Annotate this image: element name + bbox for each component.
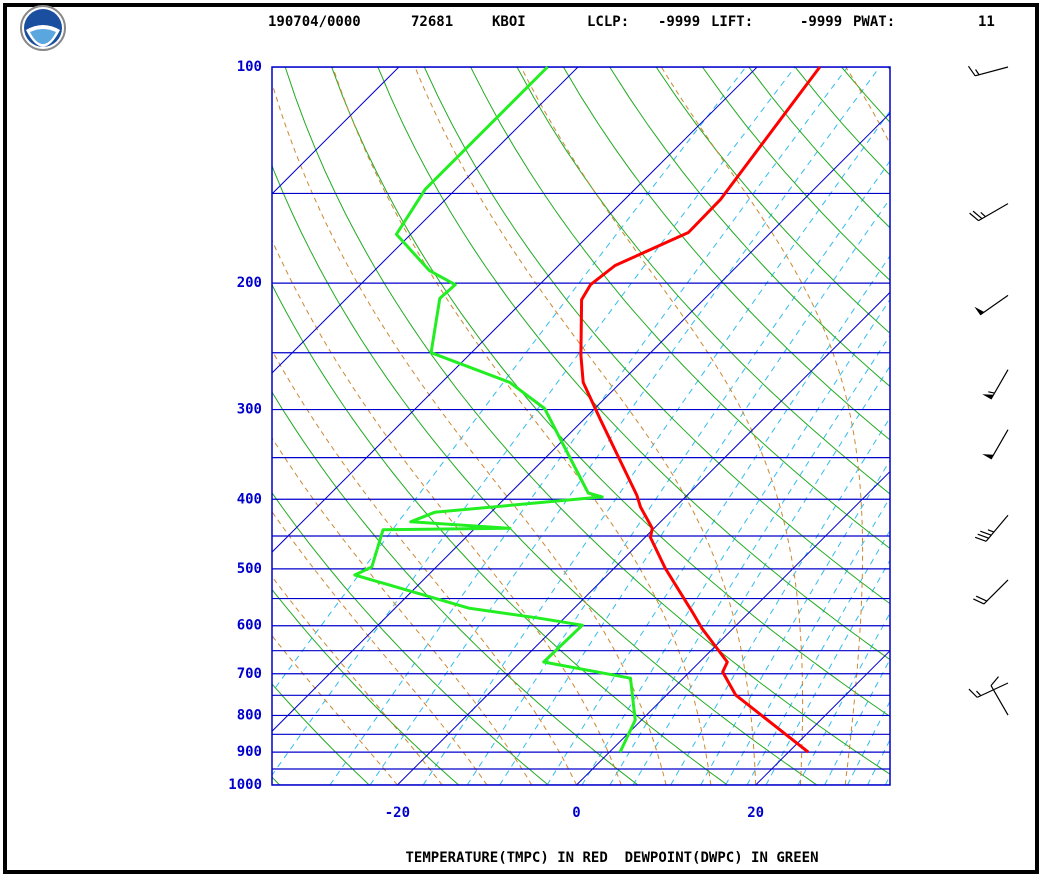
barb-half (988, 391, 995, 394)
y-tick-label: 300 (237, 402, 262, 418)
barb-full (974, 536, 987, 542)
index-value: -9999 (800, 14, 842, 30)
wind-barb (990, 676, 1009, 716)
profile-line (579, 66, 822, 754)
grid-line (755, 649, 890, 785)
barb-full (969, 212, 979, 222)
y-tick-label: 200 (237, 275, 262, 291)
barb-full (975, 595, 988, 602)
y-tick-label: 700 (237, 666, 262, 682)
grid-line (576, 470, 890, 785)
isotherm (272, 67, 758, 553)
index-label: LCLP: (587, 14, 629, 30)
plot-border (271, 66, 891, 786)
wind-barb (969, 203, 1009, 222)
x-axis-label: TEMPERATURE(TMPC) IN RED DEWPOINT(DWPC) … (405, 850, 818, 866)
y-tick-label: 800 (237, 707, 262, 723)
barb-half (980, 212, 986, 218)
y-tick-label: 100 (237, 59, 262, 75)
y-tick-label: 900 (237, 744, 262, 760)
barb-half (976, 690, 982, 697)
index-value: -9999 (658, 14, 700, 30)
header-station-number: 72681 (411, 14, 453, 30)
barb-full (967, 65, 976, 77)
index-value: 11 (978, 14, 995, 30)
foreground: 100 200 300 400 500 600 700 800 900 1000 -20 0 20 (228, 59, 1009, 821)
y-tick-label: 600 (237, 618, 262, 634)
barb-shaft (975, 66, 1009, 77)
isotherm (272, 67, 579, 374)
profile-line (353, 65, 637, 753)
wind-barb (974, 294, 1009, 316)
x-tick-label: 20 (747, 805, 764, 821)
noaa-logo (20, 5, 66, 51)
frame (3, 3, 1039, 874)
barb-half (975, 69, 980, 76)
barb-shaft (990, 685, 1009, 716)
wind-barb (968, 682, 1009, 698)
index-label: PWAT: (853, 14, 895, 30)
barb-shaft (985, 514, 1009, 542)
isotherm (272, 112, 890, 732)
grid-line (397, 291, 890, 785)
barb-shaft (978, 203, 1009, 222)
wind-barb (982, 369, 1009, 400)
y-tick-label: 400 (237, 491, 262, 507)
barb-flag (982, 394, 994, 400)
barb-half (987, 529, 995, 533)
barb-shaft (983, 579, 1009, 605)
barb-full (977, 533, 989, 539)
barb-shaft (979, 294, 1009, 316)
y-tick-label: 1000 (228, 777, 262, 793)
barb-full (972, 210, 983, 220)
barb-full (990, 676, 999, 686)
x-tick-label: -20 (385, 805, 410, 821)
barb-flag (974, 306, 985, 315)
barb-flag (982, 454, 994, 460)
wind-barb (967, 65, 1009, 77)
barb-full (973, 598, 985, 605)
isotherm (272, 67, 400, 195)
barb-shaft (990, 429, 1009, 460)
header-date: 190704/0000 (268, 14, 361, 30)
y-tick-label: 500 (237, 561, 262, 577)
x-tick-label: 0 (572, 805, 580, 821)
index-label: LIFT: (711, 14, 753, 30)
barb-shaft (976, 682, 1009, 698)
header-station: KBOI (492, 14, 526, 30)
barb-full (968, 688, 978, 698)
wind-barb (974, 514, 1009, 542)
barb-full (980, 530, 992, 536)
background-lines (272, 67, 890, 785)
wind-barb (973, 579, 1009, 605)
wind-barb (982, 429, 1009, 460)
barb-shaft (990, 369, 1009, 400)
